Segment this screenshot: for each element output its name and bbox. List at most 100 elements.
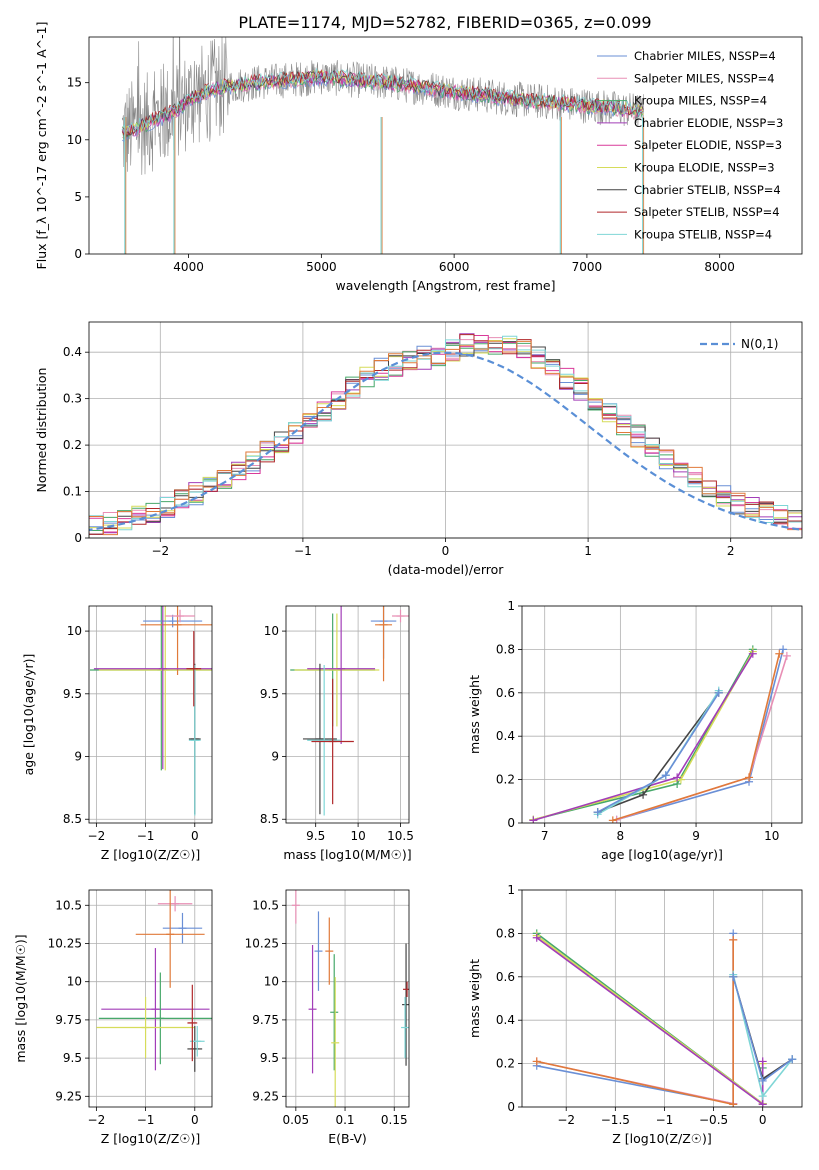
legend-label: Chabrier STELIB, NSSP=4 (634, 183, 781, 197)
x-tick-label: 0.15 (381, 1113, 408, 1127)
axes-frame (88, 321, 803, 539)
y-tick-label: 0.3 (63, 392, 82, 406)
y-tick-label: 1 (507, 883, 515, 897)
x-tick-label: −0.5 (699, 1113, 728, 1127)
x-axis-label: Z [log10(Z/Z☉)] (101, 847, 201, 862)
series-line (597, 692, 720, 813)
plus-marker (782, 651, 791, 660)
panel-mass-weight-vs-Z: −2 −1.5 −1 −0.5 0 0 0.2 0.4 0.6 0.8 1 Z [log10(Z/Z☉… (467, 883, 803, 1146)
x-tick-label: 4000 (173, 260, 204, 274)
plus-marker (661, 771, 670, 780)
legend-label: Chabrier MILES, NSSP=4 (634, 49, 776, 63)
x-tick-label: −2 (88, 1113, 106, 1127)
plot-area (89, 606, 212, 816)
legend-label: Kroupa ELODIE, NSSP=3 (634, 161, 775, 175)
series-line (597, 692, 720, 813)
histogram-step (89, 340, 802, 536)
x-tick-label: 6000 (439, 260, 470, 274)
y-tick-label: 1 (507, 599, 515, 613)
panel-mass-vs-EBV: 0.05 0.1 0.15 9.25 9.5 9.75 10 10.25 10.5 E(B-V) (245, 889, 410, 1146)
panel-mass-vs-Z: −2 −1 0 9.25 9.5 9.75 10 10.25 10.5 Z [log10(Z/Z☉… (13, 889, 213, 1146)
y-tick-label: 9.5 (260, 1051, 279, 1065)
plus-marker (529, 816, 538, 823)
plus-marker (729, 1100, 738, 1107)
plus-marker (775, 649, 784, 658)
x-tick-label: 0 (191, 829, 199, 843)
plus-marker (729, 935, 738, 944)
plus-marker (639, 790, 648, 799)
x-axis-label: age [log10(age/yr)] (601, 847, 723, 862)
x-tick-label: 8 (617, 829, 625, 843)
x-axis-label: (data-model)/error (388, 562, 505, 577)
y-tick-label: 0.6 (496, 970, 515, 984)
x-axis-label: E(B-V) (328, 1131, 367, 1146)
x-tick-label: −2 (557, 1113, 575, 1127)
histogram-step (89, 335, 802, 531)
series-line (536, 937, 764, 1106)
y-tick-label: 9.25 (55, 1089, 82, 1103)
y-tick-label: 0.1 (63, 485, 82, 499)
y-tick-label: 10 (67, 624, 82, 638)
x-tick-label: 8000 (704, 260, 735, 274)
x-tick-label: 10 (350, 829, 365, 843)
panel-age-vs-Z: −2 −1 0 8.5 9 9.5 10 Z [log10(Z/Z☉)] age [log10(… (21, 605, 213, 862)
x-tick-label: 2 (727, 544, 735, 558)
x-axis-label: wavelength [Angstrom, rest frame] (335, 278, 555, 293)
y-tick-label: 0.8 (496, 926, 515, 940)
y-tick-label: 9.25 (252, 1089, 279, 1103)
axes-frame (521, 889, 803, 1108)
x-tick-label: 10.5 (387, 829, 414, 843)
x-tick-label: −1 (656, 1113, 674, 1127)
x-tick-label: 9.5 (306, 829, 325, 843)
x-tick-label: 9 (692, 829, 700, 843)
plus-marker (673, 773, 682, 782)
y-tick-label: 10.5 (252, 898, 279, 912)
y-tick-label: 0.4 (63, 345, 82, 359)
plus-marker (758, 1076, 767, 1085)
y-tick-label: 0.4 (496, 1013, 515, 1027)
legend-label: Salpeter STELIB, NSSP=4 (634, 205, 780, 219)
x-tick-label: 0 (191, 1113, 199, 1127)
x-tick-label: 7000 (572, 260, 603, 274)
y-tick-label: 0.6 (496, 686, 515, 700)
legend-label: N(0,1) (741, 337, 778, 351)
panel-residual-histogram: −2 −1 0 1 2 0 0.1 0.2 0.3 0.4 (data-model)/error No… (34, 321, 803, 577)
plus-marker (779, 645, 788, 654)
legend-label: Salpeter MILES, NSSP=4 (634, 71, 775, 85)
y-tick-label: 5 (74, 190, 82, 204)
y-tick-label: 15 (67, 76, 82, 90)
x-tick-label: −1.5 (601, 1113, 630, 1127)
y-tick-label: 9.5 (63, 1051, 82, 1065)
plus-marker (608, 816, 617, 823)
y-tick-label: 0.4 (496, 729, 515, 743)
axes-frame (88, 889, 213, 1108)
y-tick-label: 10 (67, 133, 82, 147)
x-tick-label: 0.1 (335, 1113, 354, 1127)
legend: Chabrier MILES, NSSP=4 Salpeter MILES, NS… (597, 49, 783, 241)
y-tick-label: 9.75 (252, 1013, 279, 1027)
legend-label: Salpeter ELODIE, NSSP=3 (634, 138, 782, 152)
y-tick-label: 0 (507, 816, 515, 830)
plus-marker (729, 972, 738, 981)
plus-marker (745, 773, 754, 782)
plot-area (290, 606, 409, 816)
plus-marker (593, 808, 602, 817)
x-axis-label: mass [log10(M/M☉)] (283, 847, 411, 862)
x-tick-label: 0 (442, 544, 450, 558)
series-line (616, 649, 784, 821)
x-tick-label: 0.05 (282, 1113, 309, 1127)
plot-area (121, 37, 645, 254)
panel-mass-weight-vs-age: 7 8 9 10 0 0.2 0.4 0.6 0.8 1 age [log10(age/yr)] ma… (467, 599, 803, 862)
y-tick-label: 9.75 (55, 1013, 82, 1027)
figure-title: PLATE=1174, MJD=52782, FIBERID=0365, z=0… (238, 13, 651, 32)
y-tick-label: 10.5 (55, 898, 82, 912)
y-tick-label: 9.5 (260, 687, 279, 701)
x-tick-label: −2 (151, 544, 169, 558)
x-tick-label: 5000 (306, 260, 337, 274)
plus-marker (748, 649, 757, 658)
y-axis-label: Normed distribution (34, 368, 49, 493)
x-tick-label: −2 (88, 829, 106, 843)
axes-frame (88, 605, 213, 824)
x-tick-label: −1 (294, 544, 312, 558)
x-tick-label: 7 (541, 829, 549, 843)
